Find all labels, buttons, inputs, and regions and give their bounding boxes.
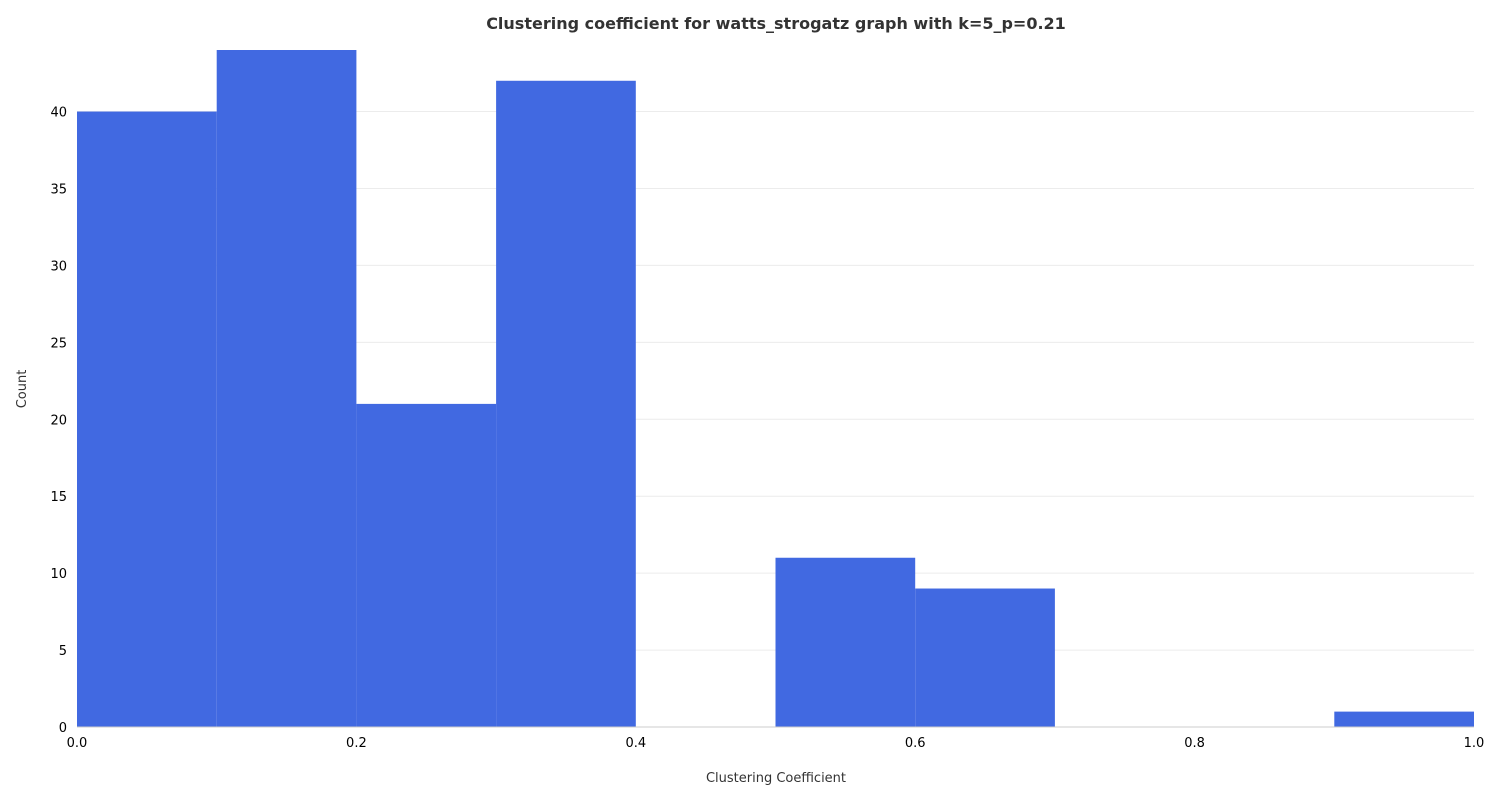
y-axis-label: Count [15, 370, 30, 409]
x-tick-labels: 0.0 0.2 0.4 0.6 0.8 1.0 [67, 736, 1485, 751]
histogram-bar [356, 403, 497, 727]
histogram-bar [77, 111, 217, 727]
histogram-bar [216, 50, 357, 727]
y-tick-label: 0 [59, 721, 67, 736]
x-tick-label: 1.0 [1464, 736, 1485, 751]
chart-title: Clustering coefficient for watts_strogat… [486, 14, 1066, 33]
y-tick-label: 15 [50, 490, 67, 505]
histogram-bar [1334, 711, 1474, 727]
x-tick-label: 0.8 [1184, 736, 1205, 751]
histogram-bar [915, 588, 1055, 727]
x-tick-label: 0.4 [625, 736, 646, 751]
y-tick-label: 25 [50, 336, 67, 351]
x-tick-label: 0.6 [905, 736, 926, 751]
y-tick-label: 40 [50, 106, 67, 121]
y-tick-label: 10 [50, 567, 67, 582]
y-tick-label: 30 [50, 259, 67, 274]
y-tick-label: 20 [50, 413, 67, 428]
x-tick-label: 0.2 [346, 736, 367, 751]
x-axis-label: Clustering Coefficient [706, 771, 846, 786]
bars [77, 50, 1474, 728]
y-tick-label: 5 [59, 644, 67, 659]
histogram-bar [775, 557, 916, 727]
y-tick-label: 35 [50, 182, 67, 197]
histogram-bar [496, 80, 636, 728]
x-tick-label: 0.0 [67, 736, 88, 751]
y-tick-labels: 0 5 10 15 20 25 30 35 40 [50, 106, 67, 736]
